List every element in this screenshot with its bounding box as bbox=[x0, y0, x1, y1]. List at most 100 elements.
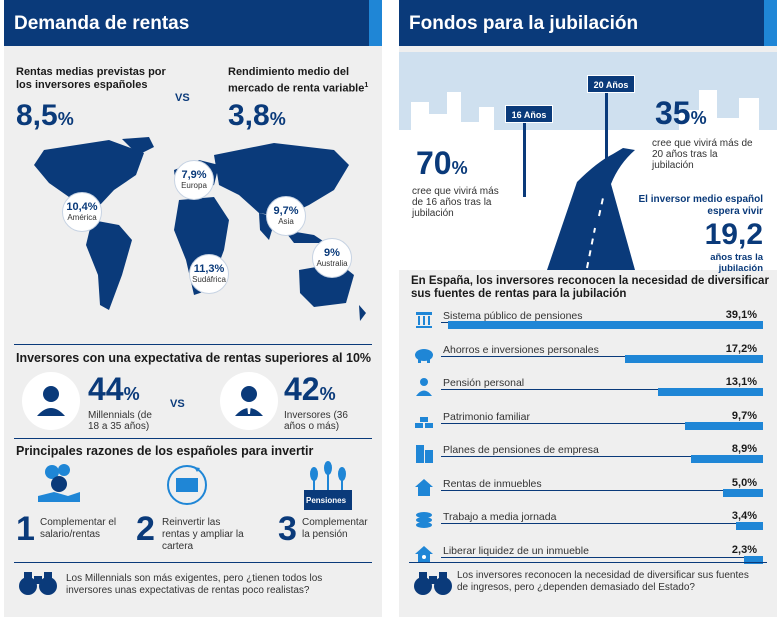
reason-number: 1 bbox=[16, 510, 35, 548]
medio-desc: años tras la jubilación bbox=[710, 252, 763, 274]
millennials-desc: Millennials (de 18 a 35 años) bbox=[88, 410, 152, 432]
rentas-value: 8,5% bbox=[16, 101, 74, 134]
bar-value-label: 8,9% bbox=[731, 443, 757, 455]
bar bbox=[685, 421, 763, 430]
reason-number: 2 bbox=[136, 510, 155, 548]
razones-title: Principales razones de los españoles par… bbox=[16, 444, 314, 458]
region-europa: 7,9% Europa bbox=[174, 160, 214, 200]
divider bbox=[14, 438, 372, 439]
bar-label: Ahorros e inversiones personales bbox=[443, 343, 599, 356]
inversores-value: 42% bbox=[284, 371, 336, 409]
region-europa-name: Europa bbox=[181, 181, 207, 190]
sign-16-anos: 16 Años bbox=[505, 105, 553, 123]
rendimiento-footnote: 1 bbox=[364, 82, 369, 89]
bar-label: Planes de pensiones de empresa bbox=[443, 444, 599, 456]
binoculars-icon bbox=[19, 572, 57, 595]
piggy-bank-icon bbox=[415, 348, 433, 363]
bar bbox=[744, 555, 763, 564]
right-title: Fondos para la jubilación bbox=[409, 13, 639, 34]
bar bbox=[736, 522, 763, 530]
binoculars-icon bbox=[414, 572, 452, 595]
stat-70-value: 70% bbox=[416, 145, 468, 183]
stat-70-number: 70 bbox=[416, 145, 452, 181]
bar-row: Ahorros e inversiones personales 17,2% bbox=[411, 339, 763, 369]
region-sudafrica-value: 11,3% bbox=[193, 263, 225, 275]
bar-label: Liberar liquidez de un inmueble bbox=[443, 544, 589, 557]
north-america-shape bbox=[34, 140, 144, 213]
right-footer: Los inversores reconocen la necesidad de… bbox=[457, 570, 749, 593]
right-panel: Fondos para la jubilación 16 Años 20 Año… bbox=[399, 0, 777, 617]
bar-label: Sistema público de pensiones bbox=[443, 310, 583, 322]
bar-row: Rentas de inmuebles 5,0% bbox=[411, 473, 763, 503]
chart-title: En España, los inversores reconocen la n… bbox=[411, 275, 769, 300]
rendimiento-value: 3,8% bbox=[228, 101, 286, 134]
pillar-icon bbox=[416, 312, 432, 328]
reason-number: 3 bbox=[278, 510, 297, 548]
bar-value-label: 2,3% bbox=[731, 543, 757, 556]
region-asia-value: 9,7% bbox=[273, 205, 299, 217]
left-title: Demanda de rentas bbox=[14, 13, 190, 34]
building-icon bbox=[416, 445, 433, 463]
pension-badge: Pensiones bbox=[306, 496, 347, 505]
region-australia-value: 9% bbox=[324, 247, 340, 259]
reason-text: Complementar la pensión bbox=[302, 517, 368, 540]
stat-35-desc: cree que vivirá más de 20 años tras la j… bbox=[652, 138, 753, 171]
bar-label: Trabajo a media jornada bbox=[443, 511, 557, 523]
stat-70-desc: cree que vivirá más de 16 años tras la j… bbox=[412, 186, 499, 219]
house-icon bbox=[415, 478, 433, 496]
rentas-label: Rentas medias previstas por los inversor… bbox=[16, 66, 166, 91]
bar-track bbox=[441, 556, 763, 558]
bar-label: Pensión personal bbox=[443, 377, 525, 389]
medio-label: El inversor medio español espera vivir bbox=[638, 194, 763, 217]
bar-value-label: 9,7% bbox=[731, 409, 757, 422]
region-europa-value: 7,9% bbox=[181, 169, 207, 181]
bar-track bbox=[441, 389, 763, 390]
bar bbox=[723, 488, 763, 497]
reason-text: Complementar el salario/rentas bbox=[40, 517, 117, 540]
bar-value-label: 39,1% bbox=[725, 309, 757, 321]
asia-shape bbox=[214, 143, 349, 217]
bar bbox=[625, 354, 763, 363]
left-header: Demanda de rentas bbox=[4, 0, 382, 46]
bar-row: Trabajo a media jornada 3,4% bbox=[411, 506, 763, 536]
stat-70-unit: % bbox=[451, 158, 468, 178]
bar-value-label: 17,2% bbox=[725, 342, 757, 355]
businessman-icon bbox=[235, 386, 263, 416]
bar-row: Planes de pensiones de empresa 8,9% bbox=[411, 439, 763, 469]
millennial-avatar bbox=[22, 372, 80, 430]
bar-value-label: 5,0% bbox=[731, 476, 757, 489]
region-america-value: 10,4% bbox=[66, 201, 98, 213]
person-icon bbox=[416, 378, 432, 396]
expectativa-title: Inversores con una expectativa de rentas… bbox=[16, 351, 372, 365]
region-sudafrica: 11,3% Sudáfrica bbox=[189, 254, 229, 294]
bar-value-label: 3,4% bbox=[731, 510, 757, 522]
bar-label: Patrimonio familiar bbox=[443, 410, 530, 423]
reinvest-cycle-icon bbox=[167, 465, 207, 505]
left-footer: Los Millennials son más exigentes, pero … bbox=[66, 573, 323, 596]
header-accent bbox=[369, 0, 382, 46]
inversores-number: 42 bbox=[284, 371, 320, 407]
divider bbox=[409, 562, 767, 563]
reason-text: Reinvertir las rentas y ampliar la carte… bbox=[162, 517, 244, 552]
bar-label: Rentas de inmuebles bbox=[443, 477, 542, 490]
divider bbox=[14, 344, 372, 345]
stat-35-unit: % bbox=[690, 108, 707, 128]
bar bbox=[691, 455, 763, 463]
bar-track bbox=[441, 355, 763, 357]
stat-35-number: 35 bbox=[655, 95, 691, 131]
stat-35-value: 35% bbox=[655, 95, 707, 133]
nz-shape bbox=[359, 305, 366, 321]
south-america-shape bbox=[86, 220, 132, 310]
region-australia: 9% Australia bbox=[312, 238, 352, 278]
region-asia: 9,7% Asia bbox=[266, 196, 306, 236]
rendimiento-label: Rendimiento medio del mercado de renta v… bbox=[228, 66, 378, 96]
right-header: Fondos para la jubilación bbox=[399, 0, 777, 46]
vs-label-top: VS bbox=[175, 92, 190, 104]
bar-track bbox=[441, 456, 763, 457]
bar-row: Pensión personal 13,1% bbox=[411, 372, 763, 402]
bar bbox=[448, 321, 763, 329]
left-panel: Demanda de rentas Rentas medias prevista… bbox=[4, 0, 382, 617]
bar-track bbox=[441, 523, 763, 524]
bar-row: Patrimonio familiar 9,7% bbox=[411, 406, 763, 436]
region-sudafrica-name: Sudáfrica bbox=[192, 275, 226, 284]
